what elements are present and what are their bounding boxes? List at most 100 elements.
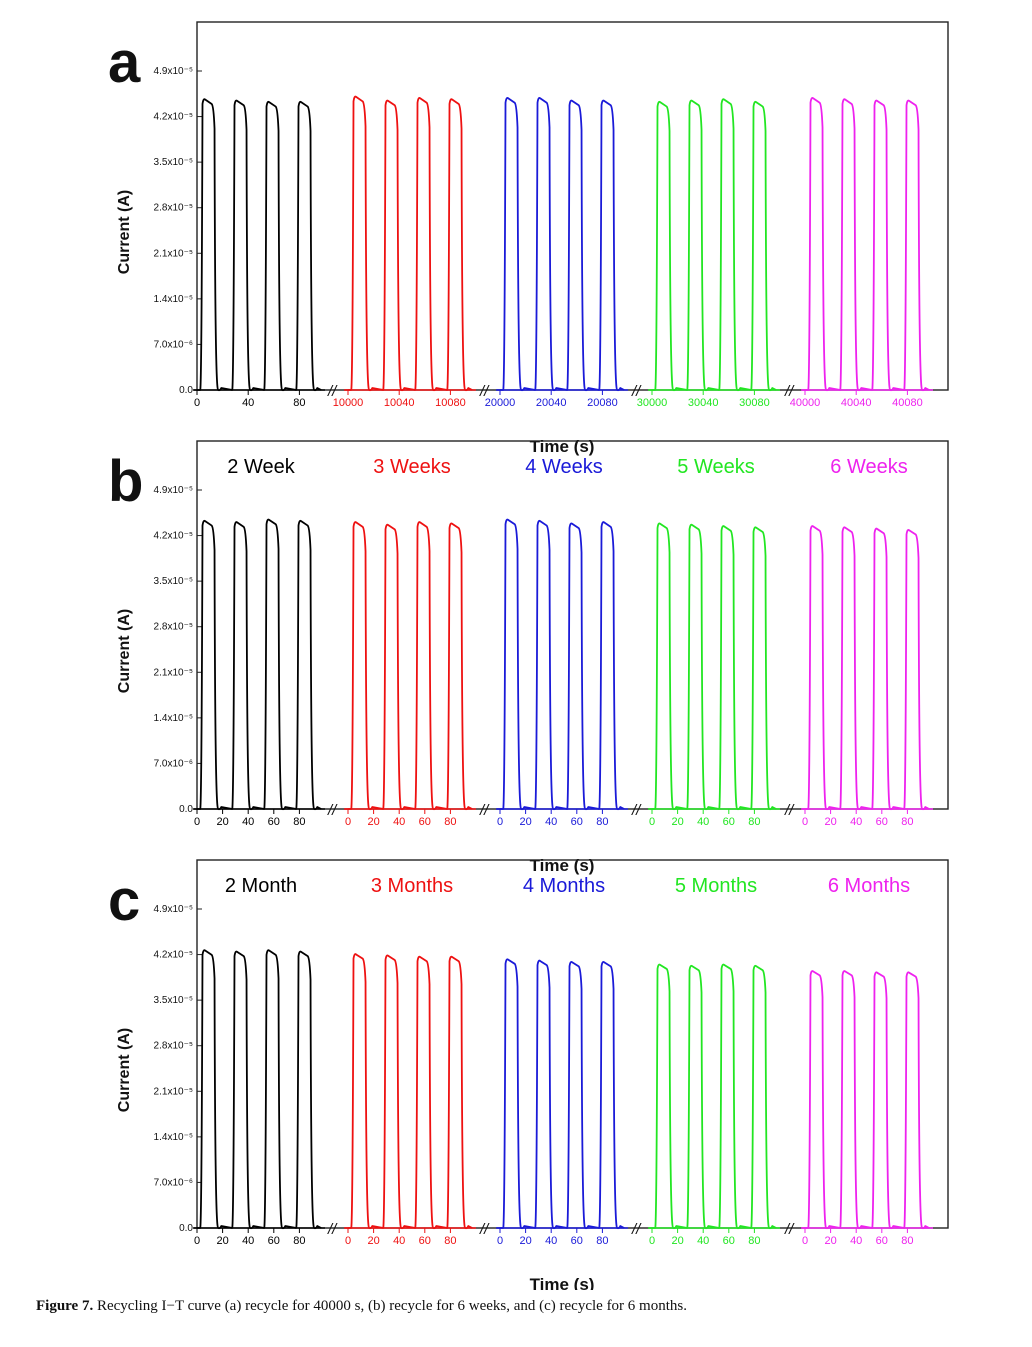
- segment-title: 2 Week: [227, 456, 295, 478]
- segment-title: 3 Months: [371, 875, 453, 897]
- x-tick-label: 40: [697, 816, 709, 828]
- x-tick-label: 60: [419, 1235, 431, 1247]
- x-tick-label: 20: [216, 816, 228, 828]
- y-tick-label: 2.8x10⁻⁵: [154, 622, 193, 633]
- axis-break-mark: //: [631, 383, 642, 400]
- y-tick-label: 4.2x10⁻⁵: [154, 112, 193, 123]
- x-tick-label: 80: [293, 816, 305, 828]
- x-tick-label: 20: [671, 1235, 683, 1247]
- x-tick-label: 0: [497, 1235, 503, 1247]
- x-tick-label: 80: [748, 816, 760, 828]
- y-tick-label: 4.9x10⁻⁵: [154, 904, 193, 915]
- x-tick-label: 80: [444, 816, 456, 828]
- x-tick-label: 20: [367, 816, 379, 828]
- x-tick-label: 80: [293, 1235, 305, 1247]
- y-tick-label: 1.4x10⁻⁵: [154, 713, 193, 724]
- x-tick-label: 40000: [790, 397, 821, 409]
- x-tick-label: 80: [596, 816, 608, 828]
- x-tick-label: 40: [242, 816, 254, 828]
- x-tick-label: 60: [723, 816, 735, 828]
- y-tick-label: 2.1x10⁻⁵: [154, 667, 193, 678]
- axis-break-mark: //: [479, 383, 490, 400]
- series-line: [496, 96, 625, 392]
- x-tick-label: 40: [545, 1235, 557, 1247]
- y-tick-label: 3.5x10⁻⁵: [154, 157, 193, 168]
- y-tick-label: 4.9x10⁻⁵: [154, 66, 193, 77]
- segment-title: 2 Month: [225, 875, 297, 897]
- x-tick-label: 10080: [435, 397, 466, 409]
- axis-break-mark: //: [327, 383, 338, 400]
- x-tick-label: 0: [649, 816, 655, 828]
- caption-label: Figure 7.: [36, 1298, 94, 1314]
- x-tick-label: 80: [901, 816, 913, 828]
- x-tick-label: 40: [697, 1235, 709, 1247]
- series-line: [801, 970, 930, 1230]
- segment-title: 3 Weeks: [373, 456, 450, 478]
- x-tick-label: 40080: [892, 397, 923, 409]
- x-axis-label: Time (s): [530, 1275, 595, 1290]
- x-tick-label: 20: [824, 816, 836, 828]
- x-tick-label: 20: [367, 1235, 379, 1247]
- axis-break-mark: //: [479, 802, 490, 819]
- x-tick-label: 10000: [333, 397, 364, 409]
- x-tick-label: 80: [293, 397, 305, 409]
- plot-frame: [196, 440, 949, 810]
- y-axis-label: Current (A): [116, 1028, 133, 1112]
- series-line: [648, 98, 777, 392]
- x-tick-label: 80: [444, 1235, 456, 1247]
- y-tick-label: 4.2x10⁻⁵: [154, 950, 193, 961]
- y-axis-label: Current (A): [116, 190, 133, 274]
- x-tick-label: 0: [345, 1235, 351, 1247]
- y-tick-label: 1.4x10⁻⁵: [154, 294, 193, 305]
- x-tick-label: 20: [824, 1235, 836, 1247]
- series-line: [193, 949, 322, 1230]
- x-tick-label: 30000: [637, 397, 668, 409]
- y-tick-label: 2.1x10⁻⁵: [154, 1086, 193, 1097]
- x-tick-label: 10040: [384, 397, 415, 409]
- y-tick-label: 4.9x10⁻⁵: [154, 485, 193, 496]
- axis-break-mark: //: [327, 802, 338, 819]
- series-line: [648, 522, 777, 811]
- x-tick-label: 0: [649, 1235, 655, 1247]
- panel-letter: c: [108, 868, 140, 933]
- x-tick-label: 60: [268, 1235, 280, 1247]
- x-axis-label: Time (s): [530, 437, 595, 456]
- series-line: [801, 525, 930, 811]
- y-axis-label: Current (A): [116, 609, 133, 693]
- x-tick-label: 0: [802, 816, 808, 828]
- segment-title: 5 Weeks: [677, 456, 754, 478]
- x-tick-label: 40: [242, 397, 254, 409]
- x-tick-label: 0: [497, 816, 503, 828]
- y-tick-label: 0.0: [179, 385, 193, 396]
- x-tick-label: 40040: [841, 397, 872, 409]
- axis-break-mark: //: [327, 1221, 338, 1238]
- recycling-figure: a Current (A) 0.0 7.0x10⁻⁶ 1.4x10⁻⁵ 2.1x10⁻⁵ 2…: [108, 21, 949, 1290]
- panel-letter: b: [108, 449, 143, 514]
- x-tick-label: 60: [723, 1235, 735, 1247]
- series-line: [496, 958, 625, 1230]
- x-axis-label: Time (s): [530, 856, 595, 875]
- series-line: [344, 953, 473, 1230]
- x-tick-label: 40: [850, 1235, 862, 1247]
- series-line: [193, 98, 322, 392]
- x-tick-label: 20000: [485, 397, 516, 409]
- axis-break-mark: //: [631, 1221, 642, 1238]
- x-tick-label: 20: [519, 816, 531, 828]
- series-line: [344, 521, 473, 811]
- y-tick-label: 7.0x10⁻⁶: [154, 1177, 193, 1188]
- panel-c: c Current (A) 0.0 7.0x10⁻⁶ 1.4x10⁻⁵ 2.1x10⁻⁵ 2…: [108, 859, 949, 1290]
- x-tick-label: 0: [194, 397, 200, 409]
- x-tick-label: 20: [216, 1235, 228, 1247]
- axis-break-mark: //: [784, 1221, 795, 1238]
- x-tick-label: 60: [571, 816, 583, 828]
- plot-frame: [196, 859, 949, 1229]
- y-tick-label: 2.1x10⁻⁵: [154, 248, 193, 259]
- x-tick-label: 0: [194, 816, 200, 828]
- axis-break-mark: //: [479, 1221, 490, 1238]
- caption-text: Recycling I−T curve (a) recycle for 4000…: [96, 1298, 687, 1314]
- panel-b: b Current (A) 0.0 7.0x10⁻⁶ 1.4x10⁻⁵ 2.1x10⁻⁵ 2…: [108, 440, 949, 875]
- x-tick-label: 20: [519, 1235, 531, 1247]
- x-tick-label: 80: [596, 1235, 608, 1247]
- x-tick-label: 0: [345, 816, 351, 828]
- axis-break-mark: //: [784, 383, 795, 400]
